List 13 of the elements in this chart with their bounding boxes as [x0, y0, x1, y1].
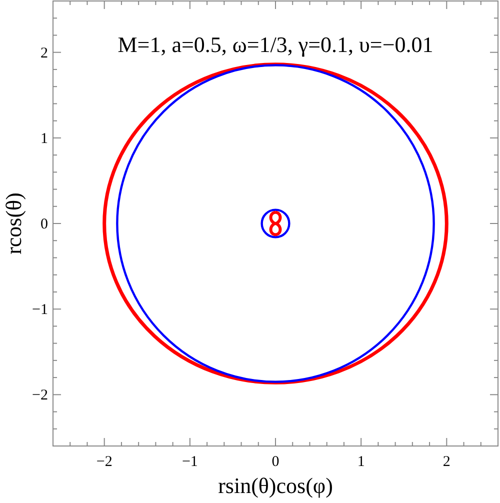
x-tick-label: −1 [182, 454, 198, 470]
y-tick-label: 0 [40, 216, 48, 232]
x-tick-label: 0 [272, 454, 280, 470]
y-tick-label: 1 [40, 130, 48, 147]
x-tick-label: 2 [442, 454, 450, 470]
x-tick-label: 1 [357, 454, 365, 470]
text: M=1, a=0.5, ω=1/3, γ=0.1, υ=−0.01 [118, 32, 434, 57]
y-axis-title: rcos(θ) [1, 192, 26, 254]
x-tick-label: −2 [96, 454, 112, 470]
x-axis-title: rsin(θ)cos(φ) [218, 473, 333, 498]
y-tick-label: −1 [32, 302, 48, 318]
y-tick-label: −2 [32, 388, 48, 404]
y-tick-label: 2 [40, 45, 48, 62]
